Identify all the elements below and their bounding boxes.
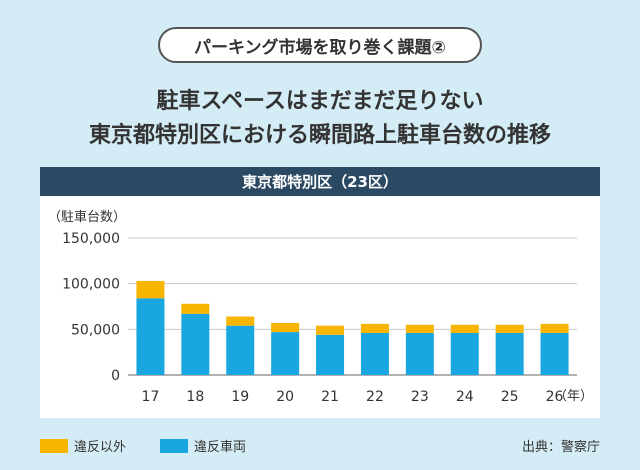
y-tick-label: 150,000 <box>62 231 120 247</box>
chart-title-bar: 東京都特別区（23区） <box>40 167 600 196</box>
bar-segment <box>405 324 434 333</box>
headline-line-1: 駐車スペースはまだまだ足りない <box>156 89 484 114</box>
bar-segment <box>136 298 165 375</box>
bar-segment <box>181 303 210 314</box>
headline-line-2: 東京都特別区における瞬間路上駐車台数の推移 <box>88 123 551 148</box>
bar-segment <box>540 323 569 333</box>
legend-item-violation: 違反車両 <box>160 436 246 455</box>
y-tick-label: 0 <box>111 368 120 384</box>
bar-segment <box>450 332 479 375</box>
bar-segment <box>271 322 300 333</box>
legend-swatch-other <box>40 438 68 453</box>
bar-segment <box>495 324 524 333</box>
y-axis-label: （駐車台数） <box>48 210 126 225</box>
bar-segment <box>316 325 345 335</box>
stacked-bar-chart: （駐車台数） 0 50,000 100,000 150,000 17 18 19 20 21 22 2… <box>48 210 593 405</box>
bar-segment <box>360 323 389 333</box>
x-tick-label: 19 <box>231 389 249 405</box>
x-tick-label: 20 <box>276 389 294 405</box>
legend-swatch-violation <box>160 438 188 453</box>
bar-segment <box>540 332 569 375</box>
chart-title: 東京都特別区（23区） <box>242 173 398 191</box>
bar-segment <box>405 332 434 375</box>
y-tick-label: 50,000 <box>71 322 120 338</box>
x-axis-unit: （年） <box>554 389 593 404</box>
x-tick-label: 18 <box>186 389 204 405</box>
bar-segment <box>360 332 389 375</box>
x-tick-label: 24 <box>456 389 474 405</box>
x-tick-label: 23 <box>411 389 429 405</box>
x-tick-label: 17 <box>142 389 160 405</box>
x-tick-label: 26 <box>546 389 564 405</box>
source-note: 出典：警察庁 <box>521 440 600 455</box>
chart-panel <box>40 167 600 418</box>
bar-segment <box>495 332 524 375</box>
legend-label-other: 違反以外 <box>74 440 127 455</box>
topic-pill-label: パーキング市場を取り巻く課題② <box>194 37 446 58</box>
bar-segment <box>271 332 300 375</box>
x-tick-label: 25 <box>501 389 519 405</box>
bar-segment <box>226 316 255 326</box>
topic-pill: パーキング市場を取り巻く課題② <box>158 27 482 63</box>
legend-label-violation: 違反車両 <box>194 440 247 455</box>
bar-segment <box>450 324 479 333</box>
x-tick-label: 22 <box>366 389 384 405</box>
bar-segment <box>226 325 255 375</box>
bar-segment <box>181 313 210 375</box>
bar-segment <box>136 280 165 299</box>
legend-item-other: 違反以外 <box>40 436 126 455</box>
y-tick-label: 100,000 <box>62 277 120 293</box>
x-tick-label: 21 <box>321 389 339 405</box>
bar-segment <box>316 334 345 375</box>
